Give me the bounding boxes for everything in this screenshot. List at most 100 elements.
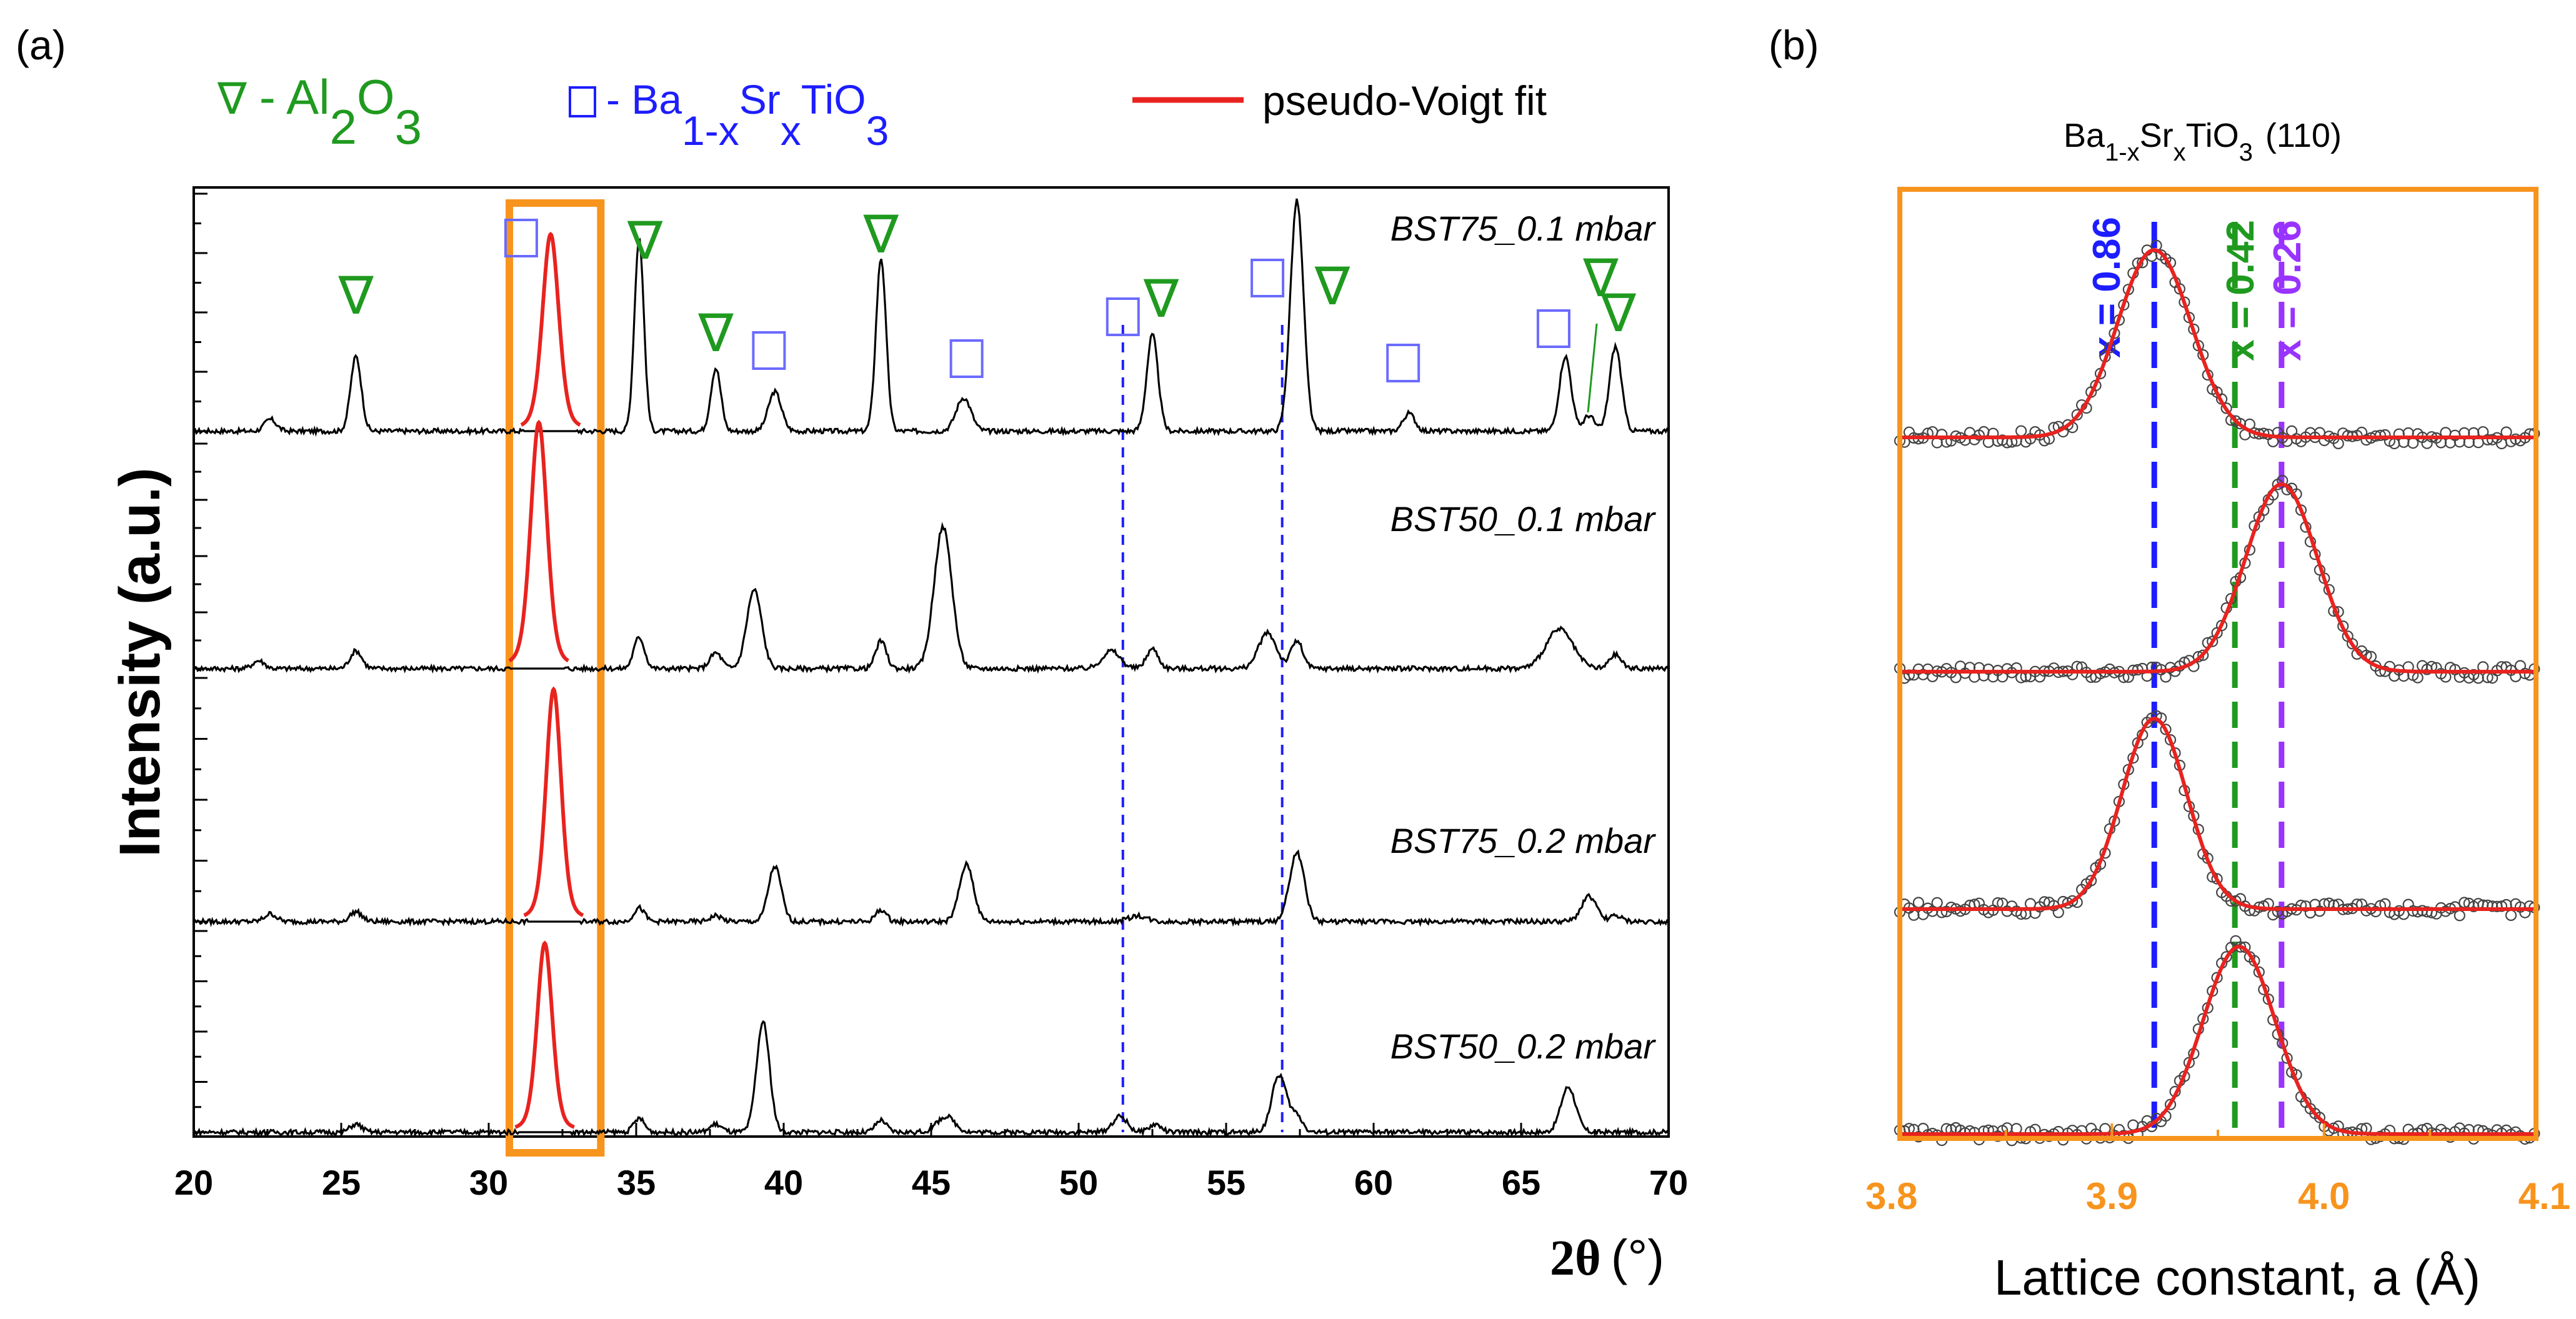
- lattice-fit-line: [1900, 247, 2536, 439]
- x-axis-label: 2θ (°): [1550, 1230, 1664, 1286]
- al2o3-marker-icon: ∇: [697, 304, 734, 362]
- x-tick-label: 25: [322, 1163, 361, 1202]
- data-point: [2207, 635, 2219, 647]
- x-ticks: 20 25 30 35 40 45 50 55 60 65 70: [174, 1123, 1688, 1202]
- x-tick-label: 50: [1059, 1163, 1098, 1202]
- bst-marker-icon: [1386, 344, 1420, 382]
- lattice-traces: [1894, 239, 2540, 1147]
- y-ticks: [194, 192, 207, 1133]
- data-point: [2314, 1112, 2325, 1123]
- lattice-fit-line: [1900, 944, 2536, 1136]
- data-point: [1931, 897, 1943, 908]
- legend-al2o3-symbol: ∇: [217, 74, 247, 123]
- data-point: [2505, 909, 2517, 922]
- legend: ∇ - Al2O3 - Ba1-xSrxTiO3 pseudo-Voigt fit: [217, 69, 1547, 154]
- x-tick-label: 55: [1207, 1163, 1246, 1202]
- lattice-reference-label: x = 0.26: [2266, 220, 2309, 361]
- bst-marker-icon: [1106, 297, 1140, 336]
- x-axis-label-main: 2θ: [1550, 1231, 1601, 1286]
- y-axis-label: Intensity (a.u.): [108, 467, 172, 857]
- sample-label: BST50_0.1 mbar: [1390, 499, 1657, 539]
- lattice-x-axis-label: Lattice constant, a (Å): [1994, 1250, 2480, 1305]
- panel-a: (a) ∇ - Al2O3 - Ba1-xSrxTiO3 pseudo-Voigt…: [16, 22, 1688, 1286]
- data-point: [2164, 1098, 2177, 1110]
- lattice-x-tick-label: 4.0: [2298, 1175, 2350, 1217]
- bst-marker-icon: [752, 331, 786, 370]
- lattice-fit-line: [1900, 482, 2536, 674]
- data-point: [2495, 900, 2508, 912]
- x-tick-label: 60: [1354, 1163, 1393, 1202]
- x-tick-label: 40: [764, 1163, 803, 1202]
- data-point: [2160, 724, 2172, 735]
- data-point: [2160, 671, 2172, 683]
- panel-b-plot-frame: [1897, 187, 2539, 1141]
- x-tick-label: 35: [617, 1163, 656, 1202]
- bst-marker-icon: [1251, 259, 1285, 297]
- al2o3-marker-icon: ∇: [1143, 269, 1179, 328]
- lattice-reference-label: x = 0.42: [2219, 220, 2262, 361]
- data-point: [2094, 667, 2107, 680]
- lattice-x-ticks: 3.8 3.9 4.0 4.1: [1865, 1123, 2570, 1217]
- x-axis-label-unit: (°): [1611, 1230, 1664, 1285]
- data-point: [2067, 895, 2079, 907]
- x-tick-label: 45: [912, 1163, 951, 1202]
- data-point: [2347, 638, 2359, 650]
- lattice-x-tick-label: 3.8: [1865, 1175, 1917, 1217]
- x-tick-label: 70: [1649, 1163, 1688, 1202]
- panel-a-label: (a): [16, 22, 66, 68]
- data-point: [2220, 402, 2232, 414]
- sample-label: BST50_0.2 mbar: [1390, 1027, 1657, 1066]
- fit-peak: [520, 231, 581, 427]
- bst-marker-icon: [949, 339, 984, 378]
- peak-markers: ∇∇∇∇∇ ∇ ∇∇: [337, 205, 1637, 413]
- x-tick-label: 20: [174, 1163, 213, 1202]
- legend-fit: pseudo-Voigt fit: [1262, 77, 1547, 124]
- legend-bst: - Ba1-xSrxTiO3: [606, 76, 889, 154]
- al2o3-marker-icon: ∇: [337, 266, 374, 325]
- marker-arrow: [1587, 323, 1598, 413]
- lattice-x-tick-label: 3.9: [2086, 1175, 2138, 1217]
- trace-line: [192, 522, 1670, 674]
- data-point: [2192, 650, 2204, 663]
- data-point: [2015, 425, 2027, 437]
- data-point: [2487, 900, 2499, 912]
- lattice-reference-lines: x = 0.86 x = 0.42 x = 0.26: [2085, 217, 2309, 1138]
- panel-b-title: Ba1-xSrxTiO3 (110): [2064, 117, 2342, 166]
- data-point: [2127, 1119, 2139, 1131]
- sample-label: BST75_0.2 mbar: [1390, 821, 1657, 860]
- x-tick-label: 65: [1502, 1163, 1540, 1202]
- data-point: [2211, 873, 2223, 885]
- data-point: [1954, 905, 1967, 917]
- reference-lines: [1121, 325, 1284, 1132]
- fit-peak: [514, 940, 575, 1129]
- lattice-fit-line: [1900, 716, 2536, 911]
- al2o3-marker-icon: ∇: [1600, 284, 1637, 342]
- al2o3-marker-icon: ∇: [863, 205, 899, 264]
- data-point: [2197, 649, 2209, 661]
- panel-b: (b) Ba1-xSrxTiO3 (110) x = 0.86 x = 0.42 x …: [1769, 22, 2570, 1305]
- data-point: [2454, 910, 2465, 922]
- data-point: [2374, 429, 2386, 441]
- lattice-x-tick-label: 4.1: [2519, 1175, 2570, 1217]
- trace-line: [193, 198, 1669, 437]
- panel-a-plot-frame: [192, 186, 1670, 1138]
- highlight-box: [506, 199, 605, 1157]
- al2o3-marker-icon: ∇: [1314, 257, 1350, 316]
- x-tick-label: 30: [469, 1163, 508, 1202]
- bst-marker-icon: [504, 219, 538, 257]
- sample-label: BST75_0.1 mbar: [1390, 209, 1657, 248]
- data-point: [2449, 901, 2461, 913]
- al2o3-marker-icon: ∇: [1582, 249, 1619, 307]
- data-point: [2085, 875, 2097, 887]
- legend-bst-square-icon: [569, 86, 596, 117]
- traces: BST75_0.1 mbar BST50_0.1 mbar BST75_0.2 mb…: [192, 198, 1670, 1138]
- panel-b-label: (b): [1769, 22, 1819, 68]
- lattice-reference-label: x = 0.86: [2085, 217, 2129, 358]
- data-point: [1912, 897, 1924, 908]
- bst-marker-icon: [1536, 309, 1570, 348]
- al2o3-marker-icon: ∇: [627, 211, 663, 270]
- data-point: [1908, 909, 1920, 921]
- trace-line: [192, 849, 1669, 927]
- data-point: [2407, 437, 2419, 449]
